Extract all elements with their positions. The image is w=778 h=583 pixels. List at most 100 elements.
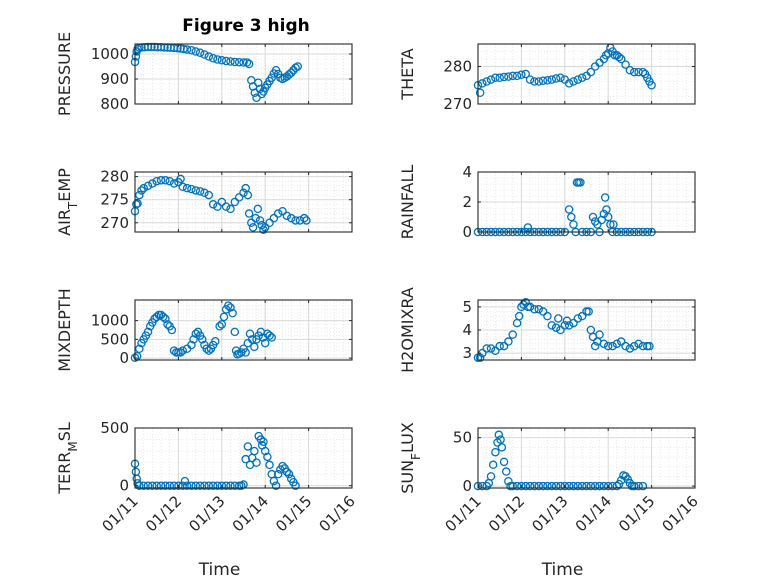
data-point — [213, 202, 222, 211]
data-point — [491, 73, 500, 83]
plot-area — [135, 428, 352, 488]
y-tick-label: 1000 — [91, 312, 129, 330]
y-tick-label: 3 — [462, 344, 472, 362]
data-point — [221, 481, 231, 490]
data-point — [195, 187, 205, 196]
x-tick-label: 01/15 — [615, 492, 658, 535]
data-point — [497, 443, 507, 452]
data-point — [601, 51, 611, 60]
data-point — [200, 481, 209, 490]
data-point — [243, 190, 253, 200]
data-point — [602, 205, 611, 214]
subplot-7: 0 500 01/11 01/12 01/13 01/14 01/15 01/16 TERRMS… — [55, 419, 359, 580]
data-point — [204, 190, 214, 200]
data-point — [590, 481, 600, 491]
data-point — [576, 178, 585, 187]
data-point — [137, 186, 146, 195]
data-point — [286, 213, 296, 223]
data-point — [215, 321, 224, 331]
data-point — [230, 197, 240, 207]
data-point — [191, 481, 201, 490]
data-point — [244, 59, 254, 69]
data-point — [182, 183, 192, 193]
data-point — [582, 481, 591, 491]
data-point — [629, 481, 639, 491]
data-point — [588, 212, 598, 222]
data-point — [560, 481, 570, 491]
x-tick-label: 01/12 — [142, 492, 185, 535]
data-point — [217, 197, 227, 207]
data-point — [156, 481, 166, 490]
data-point — [482, 77, 491, 86]
data-point — [282, 211, 292, 221]
data-point — [616, 54, 626, 64]
data-point — [525, 75, 535, 84]
data-point — [551, 481, 561, 491]
data-point — [178, 346, 187, 355]
axes-box — [134, 299, 353, 361]
axes-box — [477, 43, 696, 105]
data-point — [263, 452, 272, 462]
data-point — [265, 218, 274, 228]
data-point — [267, 73, 276, 83]
data-point — [243, 442, 253, 451]
data-point — [182, 45, 192, 54]
data-point — [245, 329, 255, 338]
y-tick-label: 900 — [100, 70, 129, 88]
data-point — [148, 481, 157, 490]
data-point — [499, 341, 509, 351]
data-point — [252, 458, 261, 467]
data-point — [482, 344, 491, 353]
data-point — [547, 481, 557, 491]
data-point — [208, 54, 218, 63]
y-tick-label: 0 — [119, 477, 129, 495]
data-point — [521, 481, 530, 491]
data-point — [567, 212, 576, 222]
data-point — [534, 481, 544, 491]
y-tick-label: 2 — [462, 193, 472, 211]
data-point — [156, 176, 166, 185]
data-point — [187, 184, 196, 194]
y-axis-label: THETA — [398, 48, 417, 100]
data-point — [178, 481, 187, 490]
data-point — [488, 460, 498, 470]
data-point — [219, 312, 229, 322]
data-point — [169, 179, 179, 188]
data-point — [300, 213, 309, 223]
data-point — [638, 481, 648, 491]
data-point — [603, 481, 613, 491]
data-point — [187, 340, 196, 350]
data-point — [603, 341, 613, 351]
data-point — [573, 481, 583, 491]
data-point — [538, 76, 548, 86]
data-point — [638, 341, 648, 351]
data-point — [600, 193, 610, 202]
data-point — [530, 481, 539, 491]
data-point — [204, 346, 214, 355]
data-point — [135, 344, 144, 353]
data-point — [143, 181, 153, 191]
data-point — [226, 57, 235, 66]
data-point — [247, 335, 257, 344]
data-point — [251, 213, 260, 223]
data-point — [616, 337, 626, 346]
data-point — [496, 435, 505, 444]
data-point — [614, 52, 624, 62]
data-point — [178, 182, 187, 192]
y-axis-label: MIXDEPTH — [55, 288, 74, 371]
data-point — [226, 204, 235, 214]
data-point — [250, 342, 259, 352]
data-point — [495, 73, 504, 83]
data-point — [202, 344, 211, 353]
data-point — [543, 481, 552, 491]
data-point — [158, 312, 168, 322]
data-point — [187, 481, 196, 490]
data-point — [200, 188, 209, 198]
data-point — [248, 223, 258, 232]
data-point — [265, 460, 274, 470]
y-axis-label: PRESSURE — [55, 32, 74, 116]
data-point — [174, 481, 183, 490]
data-point — [176, 174, 185, 184]
data-point — [278, 461, 287, 471]
data-point — [291, 481, 300, 490]
